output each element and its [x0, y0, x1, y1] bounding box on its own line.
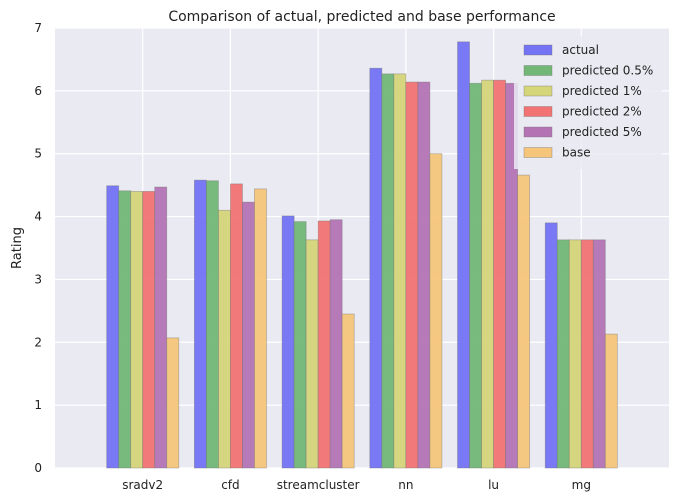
- bar: [517, 174, 531, 469]
- bar: [293, 221, 307, 469]
- bar: [341, 313, 355, 469]
- bar: [317, 220, 331, 469]
- bar: [218, 209, 231, 469]
- bar: [205, 180, 219, 469]
- legend-swatch: [523, 65, 553, 76]
- y-tick-label: 0: [34, 461, 42, 475]
- y-tick-label: 7: [34, 21, 42, 35]
- bar: [580, 239, 594, 469]
- bar: [381, 73, 395, 469]
- bar: [469, 82, 482, 469]
- x-tick-label: nn: [398, 478, 413, 492]
- y-tick-label: 3: [34, 272, 42, 286]
- legend-swatch: [523, 85, 553, 97]
- bar: [568, 239, 582, 469]
- bar: [106, 185, 120, 469]
- bar: [457, 41, 470, 469]
- legend-label: base: [562, 146, 591, 160]
- bar: [242, 201, 255, 469]
- legend-swatch: [523, 44, 553, 56]
- bar: [193, 179, 207, 469]
- legend-label: predicted 1%: [562, 84, 642, 98]
- chart-title: Comparison of actual, predicted and base…: [168, 9, 555, 25]
- bar: [329, 219, 343, 469]
- x-ticks: sradv2 cfd streamcluster nn lu mg: [122, 478, 591, 492]
- bar: [142, 191, 156, 469]
- bar: [493, 79, 506, 469]
- legend-label: predicted 5%: [562, 125, 642, 139]
- bars-layer: [106, 41, 618, 469]
- bar: [369, 67, 383, 469]
- x-tick-label: sradv2: [122, 478, 163, 492]
- legend-swatch: [523, 147, 553, 158]
- x-tick-label: streamcluster: [277, 478, 360, 492]
- legend-swatch: [523, 106, 553, 117]
- x-tick-label: lu: [488, 478, 499, 492]
- x-tick-label: mg: [572, 478, 591, 492]
- bar: [166, 337, 180, 469]
- y-axis-label: Rating: [10, 227, 25, 269]
- legend: actual predicted 0.5% predicted 1% predicte…: [514, 36, 662, 169]
- y-tick-label: 4: [34, 210, 42, 224]
- legend-box: [514, 36, 662, 169]
- legend-label: predicted 0.5%: [562, 64, 653, 78]
- y-tick-label: 2: [34, 335, 42, 349]
- bar: [154, 186, 168, 469]
- bar: [405, 81, 419, 469]
- bar: [544, 222, 558, 469]
- bar: [481, 79, 494, 469]
- bar: [556, 239, 570, 469]
- bar: [281, 215, 295, 469]
- bar: [429, 153, 443, 469]
- y-tick-label: 6: [34, 84, 42, 98]
- y-ticks: 0 1 2 3 4 5 6 7: [34, 21, 42, 475]
- legend-label: predicted 2%: [562, 105, 642, 119]
- bar: [592, 239, 606, 469]
- bar: [254, 188, 267, 469]
- bar: [130, 191, 144, 469]
- y-tick-label: 5: [34, 147, 42, 161]
- bar: [230, 183, 243, 469]
- legend-swatch: [523, 126, 553, 138]
- bar: [305, 239, 319, 469]
- bar: [417, 81, 431, 469]
- x-tick-label: cfd: [221, 478, 239, 492]
- y-tick-label: 1: [34, 398, 42, 412]
- bar: [604, 333, 618, 469]
- legend-label: actual: [562, 43, 599, 57]
- bar: [393, 73, 407, 469]
- bar: [118, 190, 132, 469]
